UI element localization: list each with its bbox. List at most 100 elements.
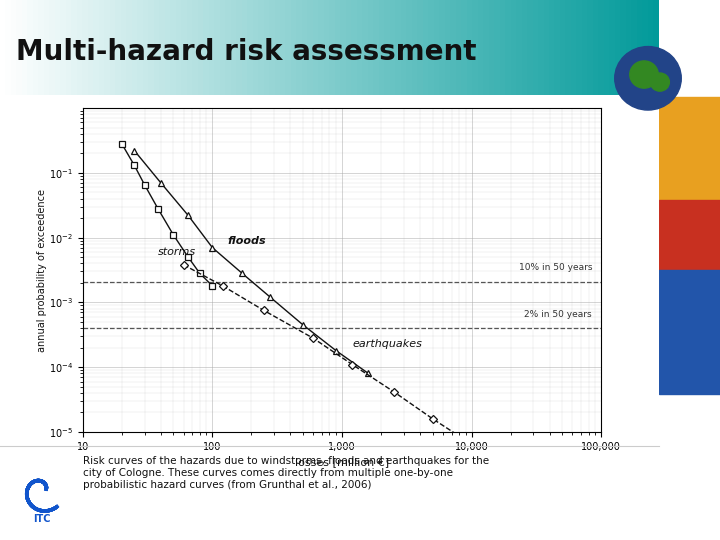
Bar	[489, 0, 494, 94]
Bar	[395, 0, 401, 94]
Bar	[132, 0, 138, 94]
Bar	[126, 0, 132, 94]
Y-axis label: annual probability of exceedence: annual probability of exceedence	[37, 188, 48, 352]
Bar	[571, 0, 577, 94]
Text: ITC: ITC	[32, 514, 50, 524]
Bar	[181, 0, 186, 94]
Bar	[582, 0, 588, 94]
Bar	[203, 0, 209, 94]
Bar	[280, 0, 285, 94]
Bar	[510, 0, 516, 94]
Bar	[621, 0, 626, 94]
Text: storms: storms	[158, 247, 196, 257]
Bar	[236, 0, 242, 94]
Bar	[264, 0, 269, 94]
Bar	[94, 0, 99, 94]
Bar	[604, 0, 609, 94]
Bar	[192, 0, 198, 94]
Bar	[560, 0, 565, 94]
Bar	[27, 0, 33, 94]
Bar	[138, 0, 143, 94]
Text: 2% in 50 years: 2% in 50 years	[524, 310, 592, 319]
Bar	[55, 0, 60, 94]
Bar	[472, 0, 477, 94]
Circle shape	[650, 73, 670, 91]
Text: earthquakes: earthquakes	[352, 339, 422, 349]
Text: Risk curves of the hazards due to windstorms, floods and earthquakes for the
cit: Risk curves of the hazards due to windst…	[83, 456, 489, 489]
Bar	[477, 0, 483, 94]
Bar	[330, 0, 335, 94]
Bar	[165, 0, 170, 94]
Bar	[242, 0, 247, 94]
Bar	[77, 0, 82, 94]
Bar	[544, 0, 549, 94]
Bar	[104, 0, 109, 94]
Bar	[637, 0, 642, 94]
Bar	[346, 0, 351, 94]
Bar	[362, 0, 368, 94]
Bar	[527, 0, 533, 94]
Bar	[302, 0, 307, 94]
Bar	[11, 0, 17, 94]
Bar	[22, 0, 27, 94]
Bar	[159, 0, 165, 94]
Bar	[335, 0, 341, 94]
Text: Multi-hazard risk assessment: Multi-hazard risk assessment	[17, 38, 477, 66]
Bar	[598, 0, 604, 94]
Bar	[626, 0, 631, 94]
Bar	[6, 0, 11, 94]
Bar	[121, 0, 126, 94]
Bar	[433, 0, 439, 94]
X-axis label: losses [million €]: losses [million €]	[295, 457, 389, 467]
Circle shape	[615, 46, 681, 110]
Bar	[82, 0, 88, 94]
Bar	[110, 0, 115, 94]
Bar	[521, 0, 527, 94]
Bar	[418, 0, 423, 94]
Bar	[450, 0, 456, 94]
Bar	[500, 0, 505, 94]
Bar	[445, 0, 450, 94]
Bar	[258, 0, 264, 94]
Bar	[648, 0, 653, 94]
Bar	[318, 0, 324, 94]
Bar	[341, 0, 346, 94]
Bar	[253, 0, 258, 94]
Bar	[225, 0, 230, 94]
Bar	[115, 0, 121, 94]
Bar	[247, 0, 253, 94]
Bar	[0, 0, 6, 94]
Bar	[379, 0, 384, 94]
Bar	[220, 0, 225, 94]
Bar	[483, 0, 489, 94]
Bar	[593, 0, 598, 94]
Bar	[659, 97, 720, 200]
Bar	[609, 0, 615, 94]
Bar	[577, 0, 582, 94]
Bar	[631, 0, 637, 94]
Bar	[538, 0, 544, 94]
Bar	[209, 0, 214, 94]
Bar	[60, 0, 66, 94]
Text: floods: floods	[228, 235, 266, 246]
Bar	[143, 0, 148, 94]
Bar	[406, 0, 412, 94]
Bar	[214, 0, 220, 94]
Bar	[324, 0, 330, 94]
Bar	[230, 0, 236, 94]
Bar	[313, 0, 318, 94]
Bar	[412, 0, 418, 94]
Bar	[38, 0, 44, 94]
Bar	[533, 0, 538, 94]
Bar	[653, 0, 659, 94]
Bar	[285, 0, 291, 94]
Bar	[390, 0, 395, 94]
Text: 10% in 50 years: 10% in 50 years	[518, 263, 592, 272]
Bar	[148, 0, 154, 94]
Bar	[170, 0, 176, 94]
Bar	[186, 0, 192, 94]
Bar	[423, 0, 428, 94]
Bar	[456, 0, 461, 94]
Bar	[642, 0, 648, 94]
Bar	[176, 0, 181, 94]
